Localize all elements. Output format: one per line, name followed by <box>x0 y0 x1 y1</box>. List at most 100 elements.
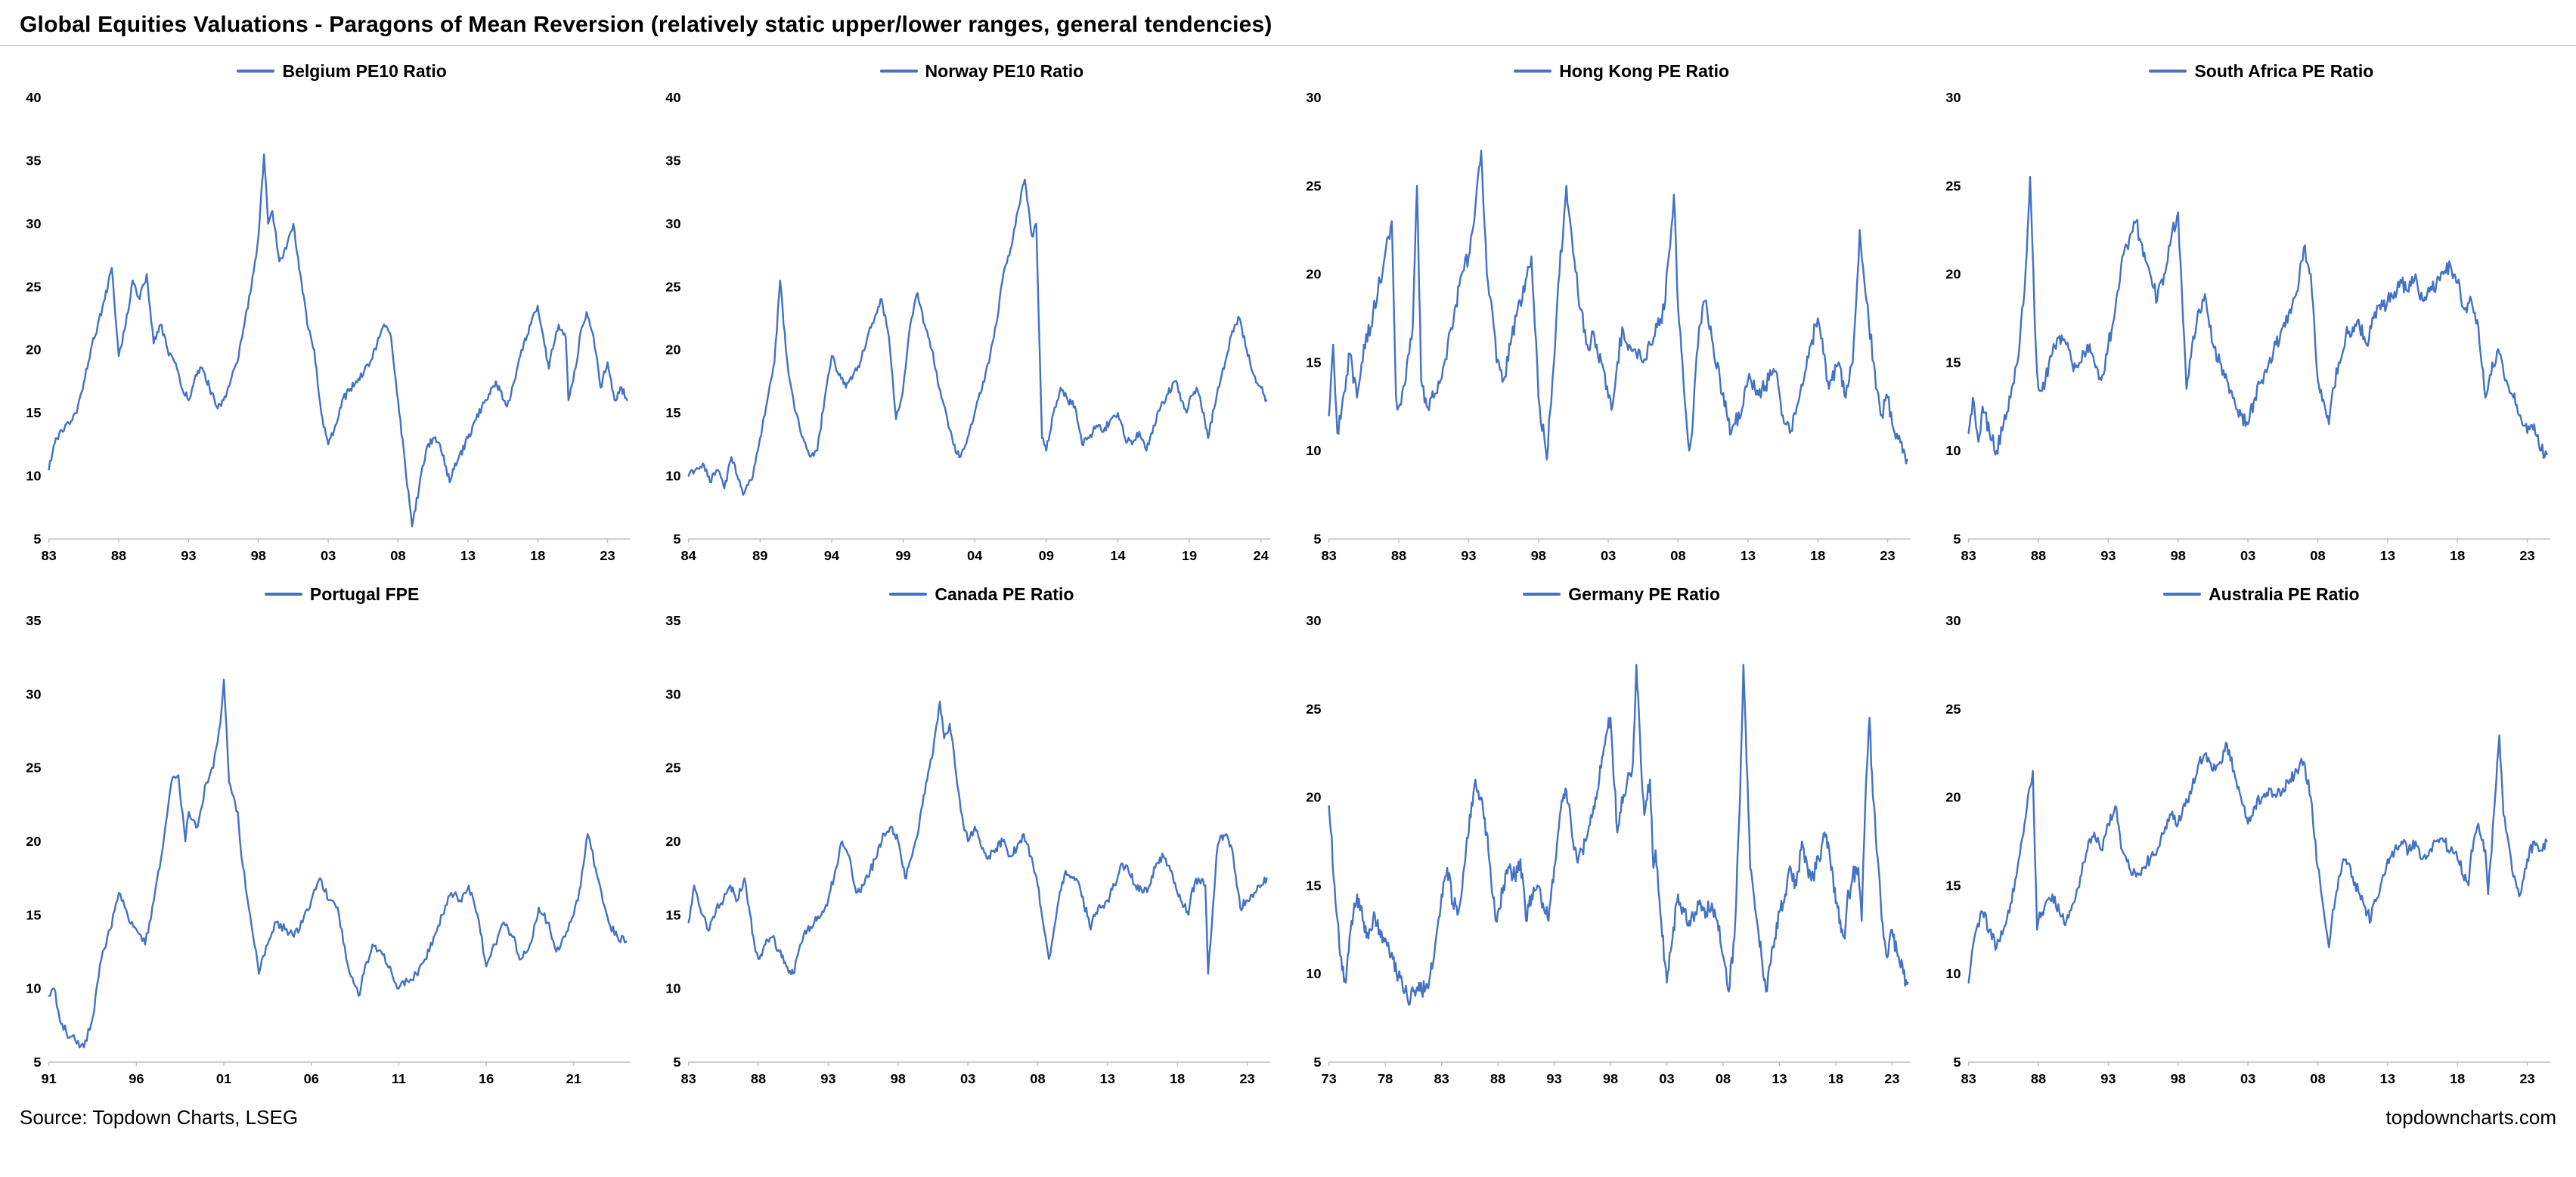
svg-text:35: 35 <box>665 613 680 628</box>
svg-text:23: 23 <box>600 548 615 563</box>
svg-text:78: 78 <box>1378 1071 1393 1086</box>
svg-text:23: 23 <box>2519 1071 2534 1086</box>
svg-text:84: 84 <box>681 548 696 563</box>
svg-text:30: 30 <box>1945 613 1961 628</box>
svg-text:35: 35 <box>26 613 41 628</box>
svg-text:10: 10 <box>1306 966 1321 981</box>
svg-text:03: 03 <box>2240 548 2255 563</box>
svg-text:5: 5 <box>1313 1055 1321 1070</box>
chart-title: Portugal FPE <box>309 584 420 604</box>
svg-text:09: 09 <box>1039 548 1054 563</box>
svg-text:5: 5 <box>1313 531 1321 547</box>
chart-plot: 5 10 15 20 25 30 35 40 84 89 94 99 04 09 14 19 24 <box>665 90 1271 563</box>
svg-text:23: 23 <box>2519 548 2534 563</box>
page-header: Global Equities Valuations - Paragons of… <box>0 0 2576 46</box>
svg-text:15: 15 <box>1306 355 1321 370</box>
svg-text:30: 30 <box>665 686 680 702</box>
svg-text:5: 5 <box>33 531 41 547</box>
svg-text:03: 03 <box>2240 1071 2255 1086</box>
svg-text:18: 18 <box>530 548 545 563</box>
svg-text:15: 15 <box>665 907 680 922</box>
svg-text:88: 88 <box>751 1071 766 1086</box>
legend-line-icon <box>237 70 275 73</box>
svg-text:19: 19 <box>1182 548 1197 563</box>
svg-text:83: 83 <box>42 548 57 563</box>
chart-title: South Africa PE Ratio <box>2194 60 2374 81</box>
svg-text:08: 08 <box>1715 1071 1730 1086</box>
svg-text:10: 10 <box>1945 443 1961 458</box>
svg-text:20: 20 <box>26 342 41 358</box>
svg-text:21: 21 <box>566 1071 581 1086</box>
svg-text:20: 20 <box>665 834 680 849</box>
chart-plot: 5 10 15 20 25 30 83 88 93 98 03 08 13 18 23 <box>1945 90 2550 563</box>
svg-text:24: 24 <box>1254 548 1269 563</box>
svg-text:10: 10 <box>26 981 41 996</box>
svg-text:94: 94 <box>824 548 839 563</box>
svg-text:30: 30 <box>26 216 41 231</box>
svg-text:93: 93 <box>1546 1071 1561 1086</box>
svg-text:93: 93 <box>820 1071 835 1086</box>
svg-text:08: 08 <box>1031 1071 1046 1086</box>
svg-text:03: 03 <box>960 1071 975 1086</box>
chart-legend: Germany PE Ratio <box>1294 577 1923 612</box>
svg-text:98: 98 <box>2170 1071 2185 1086</box>
chart-plot: 5 10 15 20 25 30 35 83 88 93 98 03 08 13 18 23 <box>665 613 1271 1086</box>
legend-line-icon <box>889 593 928 596</box>
svg-text:08: 08 <box>2310 548 2325 563</box>
site-text: topdowncharts.com <box>2385 1106 2556 1129</box>
svg-text:5: 5 <box>674 531 681 547</box>
svg-text:93: 93 <box>2100 548 2116 563</box>
chart-legend: Australia PE Ratio <box>1933 577 2562 612</box>
svg-text:18: 18 <box>2450 1071 2465 1086</box>
svg-text:08: 08 <box>2310 1071 2325 1086</box>
svg-text:15: 15 <box>26 907 41 922</box>
svg-text:5: 5 <box>33 1055 41 1070</box>
svg-text:73: 73 <box>1321 1071 1336 1086</box>
svg-text:88: 88 <box>111 548 126 563</box>
chart-title: Hong Kong PE Ratio <box>1559 60 1730 81</box>
chart-cell: Norway PE10 Ratio 5 10 15 20 25 30 35 40 84 89 94 99… <box>653 54 1282 572</box>
svg-text:18: 18 <box>2450 548 2465 563</box>
svg-text:98: 98 <box>891 1071 906 1086</box>
chart-title: Germany PE Ratio <box>1568 584 1720 604</box>
svg-text:08: 08 <box>1670 548 1685 563</box>
svg-text:15: 15 <box>665 405 680 420</box>
legend-line-icon <box>2149 70 2187 73</box>
svg-text:5: 5 <box>1953 531 1961 547</box>
svg-text:13: 13 <box>1772 1071 1787 1086</box>
legend-line-icon <box>2163 593 2202 596</box>
chart-cell: Australia PE Ratio 5 10 15 20 25 30 83 88 93 98 03 0… <box>1933 577 2562 1095</box>
chart-title: Belgium PE10 Ratio <box>282 60 447 81</box>
svg-text:89: 89 <box>752 548 767 563</box>
svg-text:25: 25 <box>26 760 41 776</box>
svg-text:20: 20 <box>665 342 680 358</box>
svg-text:20: 20 <box>1306 790 1321 805</box>
chart-cell: Germany PE Ratio 5 10 15 20 25 30 73 78 83 88 93 98 0… <box>1294 577 1923 1095</box>
svg-text:25: 25 <box>1306 178 1321 194</box>
svg-text:23: 23 <box>1884 1071 1899 1086</box>
svg-text:10: 10 <box>1945 966 1961 981</box>
svg-text:20: 20 <box>1306 267 1321 282</box>
svg-text:18: 18 <box>1810 548 1825 563</box>
svg-text:06: 06 <box>304 1071 319 1086</box>
svg-text:15: 15 <box>1306 878 1321 894</box>
svg-text:88: 88 <box>1390 548 1406 563</box>
chart-cell: South Africa PE Ratio 5 10 15 20 25 30 83 88 93 98… <box>1933 54 2562 572</box>
chart-legend: Portugal FPE <box>14 577 643 612</box>
svg-text:13: 13 <box>460 548 476 563</box>
svg-text:10: 10 <box>665 469 680 484</box>
svg-text:5: 5 <box>1953 1055 1961 1070</box>
chart-plot: 5 10 15 20 25 30 35 91 96 01 06 11 16 21 <box>26 613 631 1086</box>
svg-text:08: 08 <box>390 548 405 563</box>
svg-text:83: 83 <box>1321 548 1336 563</box>
chart-title: Australia PE Ratio <box>2209 584 2360 604</box>
svg-text:88: 88 <box>2031 548 2046 563</box>
chart-legend: Canada PE Ratio <box>653 577 1282 612</box>
svg-text:96: 96 <box>129 1071 144 1086</box>
svg-text:18: 18 <box>1827 1071 1843 1086</box>
svg-text:93: 93 <box>181 548 196 563</box>
svg-text:30: 30 <box>1945 90 1961 105</box>
svg-text:83: 83 <box>1961 548 1976 563</box>
chart-cell: Belgium PE10 Ratio 5 10 15 20 25 30 35 40 83 88 93 9… <box>14 54 643 572</box>
svg-text:99: 99 <box>896 548 911 563</box>
